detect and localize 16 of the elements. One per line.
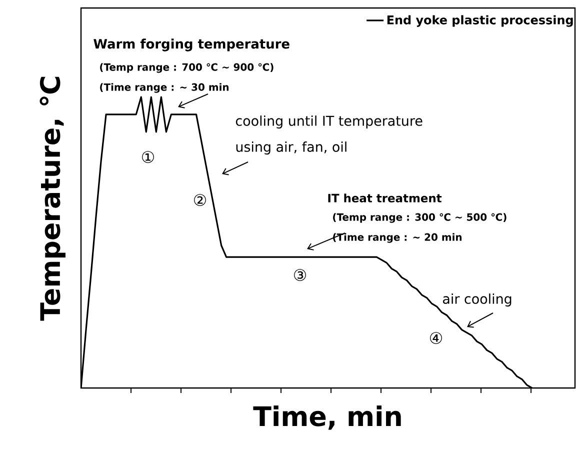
y-axis-title: Temperature, ℃ — [40, 76, 66, 321]
annotation: using air, fan, oil — [236, 141, 346, 155]
annotation: cooling until IT temperature — [236, 115, 422, 129]
legend-label: End yoke plastic processing — [387, 15, 573, 27]
annotation: ② — [194, 194, 206, 206]
annotation: ④ — [430, 332, 442, 344]
annotation: air cooling — [443, 293, 512, 307]
annotation: (Temp range : 300 ℃ ~ 500 ℃) — [333, 213, 506, 223]
x-axis-title: Time, min — [253, 406, 401, 430]
annotation: ① — [142, 151, 154, 163]
annotation: (Time range : ~ 20 min — [333, 233, 462, 243]
text: (Time range : ~ 30 min — [100, 83, 229, 93]
text: (Temp range : 700 ℃ ~ 900 ℃) — [100, 63, 274, 73]
text: Warm forging temperature — [94, 38, 290, 52]
annotation: ③ — [294, 269, 306, 281]
annotation: IT heat treatment — [328, 194, 442, 202]
